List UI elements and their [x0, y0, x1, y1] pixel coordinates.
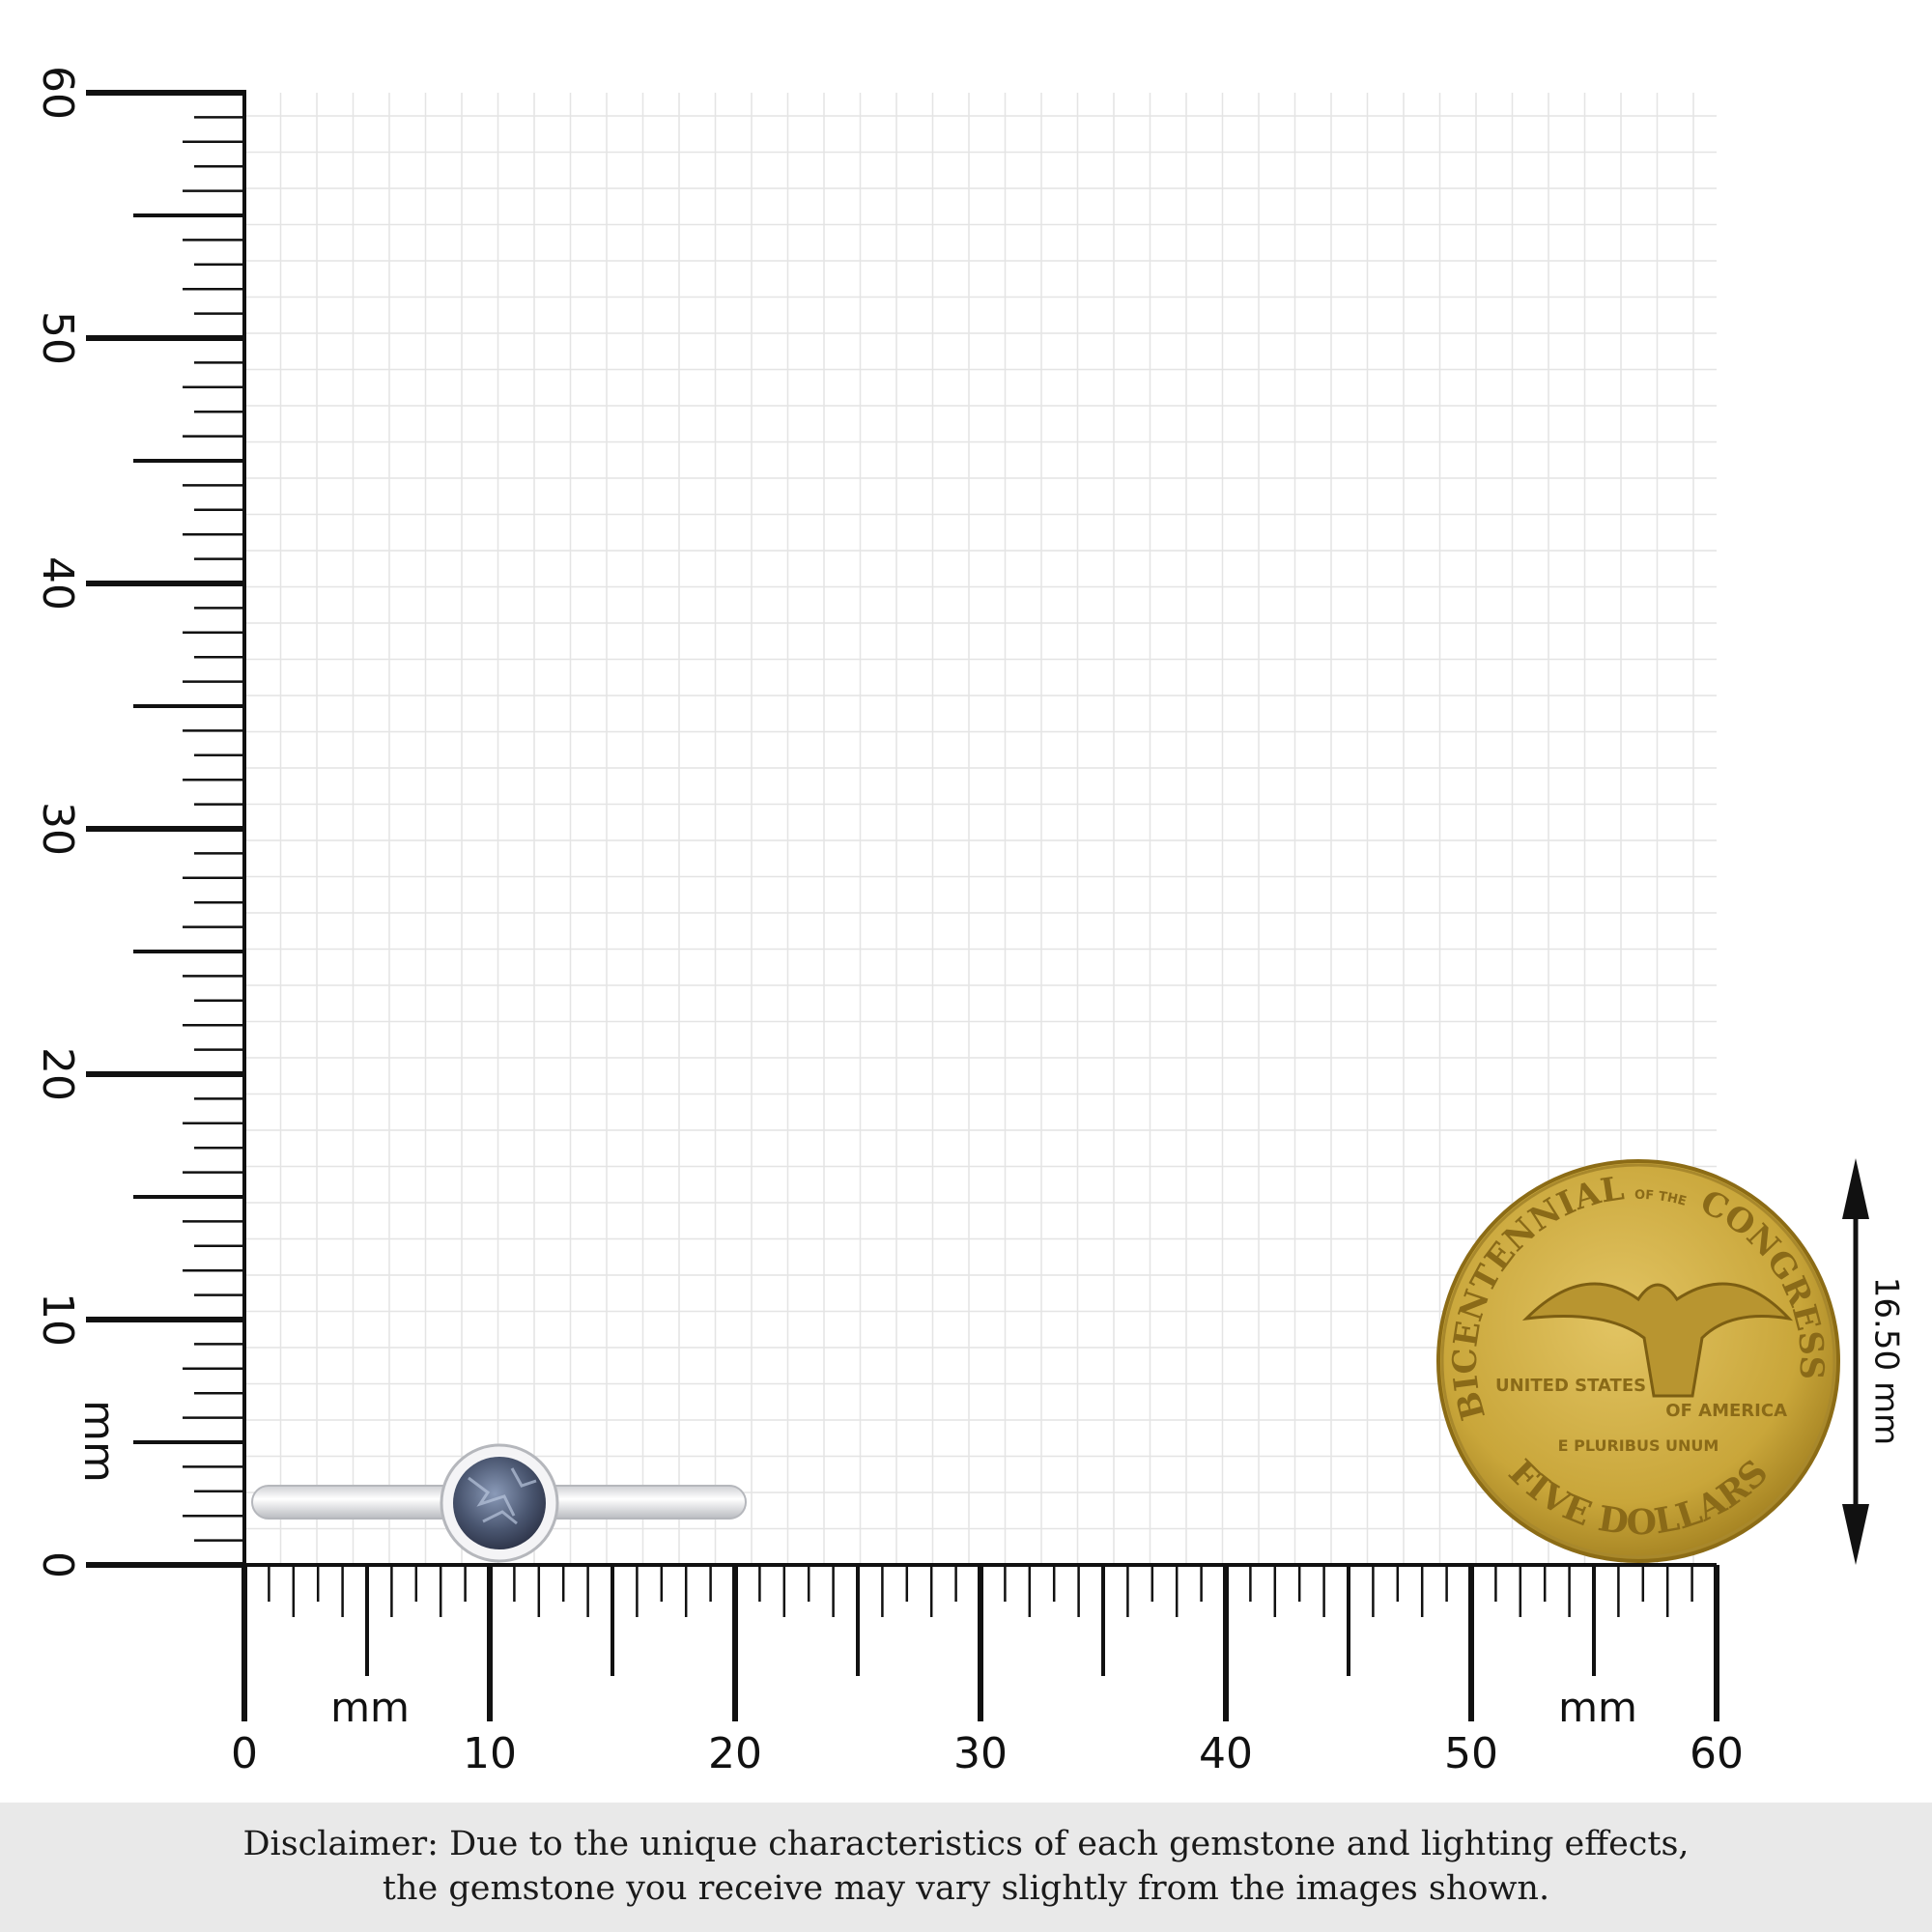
vertical-ruler: 0 10 20 30 40 50 60 [33, 66, 246, 1578]
coin-text-left: UNITED STATES [1495, 1376, 1646, 1396]
coin-body [1436, 1159, 1840, 1563]
x-unit-label-left: mm [330, 1684, 410, 1731]
disclaimer-line-1: Disclaimer: Due to the unique characteri… [242, 1825, 1690, 1863]
y-tick-label: 40 [33, 556, 82, 611]
ring-gemstone [453, 1457, 546, 1549]
dimension-label: 16.50 mm [1867, 1277, 1906, 1445]
x-unit-label-right: mm [1558, 1684, 1637, 1731]
y-tick-label: 60 [33, 66, 82, 120]
coin-image: BICENTENNIAL OF THE CONGRESS UNITED STAT… [1436, 1159, 1840, 1563]
ring-image [251, 1443, 747, 1563]
arrow-down-icon [1842, 1504, 1869, 1565]
x-tick-label: 30 [953, 1729, 1008, 1778]
y-unit-label: mm [74, 1400, 124, 1483]
y-tick-label: 20 [33, 1047, 82, 1101]
x-tick-label: 10 [463, 1729, 517, 1778]
dimension-arrow [1842, 1158, 1869, 1565]
arrow-up-icon [1842, 1158, 1869, 1219]
eagle-emblem [1521, 1282, 1794, 1398]
y-tick-label: 30 [33, 802, 82, 856]
x-tick-label: 0 [231, 1729, 258, 1778]
y-tick-label: 0 [33, 1551, 82, 1578]
x-tick-label: 60 [1690, 1729, 1744, 1778]
horizontal-ruler: 0 10 20 30 40 50 60 [231, 1563, 1744, 1778]
x-tick-label: 40 [1199, 1729, 1253, 1778]
disclaimer-banner: Disclaimer: Due to the unique characteri… [0, 1803, 1932, 1932]
disclaimer-line-2: the gemstone you receive may vary slight… [382, 1869, 1550, 1908]
y-tick-label: 50 [33, 311, 82, 365]
x-tick-label: 50 [1444, 1729, 1498, 1778]
x-tick-label: 20 [708, 1729, 762, 1778]
y-tick-label: 10 [33, 1293, 82, 1347]
coin-text-right: OF AMERICA [1665, 1401, 1787, 1421]
coin-motto: E PLURIBUS UNUM [1558, 1436, 1719, 1455]
